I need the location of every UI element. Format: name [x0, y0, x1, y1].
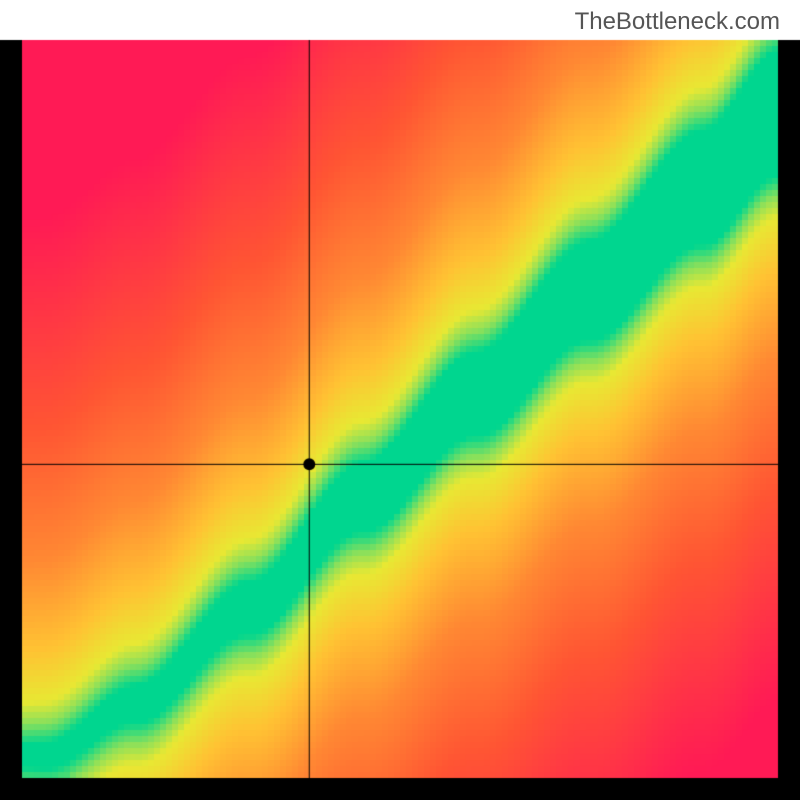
watermark-text: TheBottleneck.com — [575, 8, 780, 36]
chart-container: TheBottleneck.com — [0, 0, 800, 800]
heatmap-canvas — [0, 0, 800, 800]
